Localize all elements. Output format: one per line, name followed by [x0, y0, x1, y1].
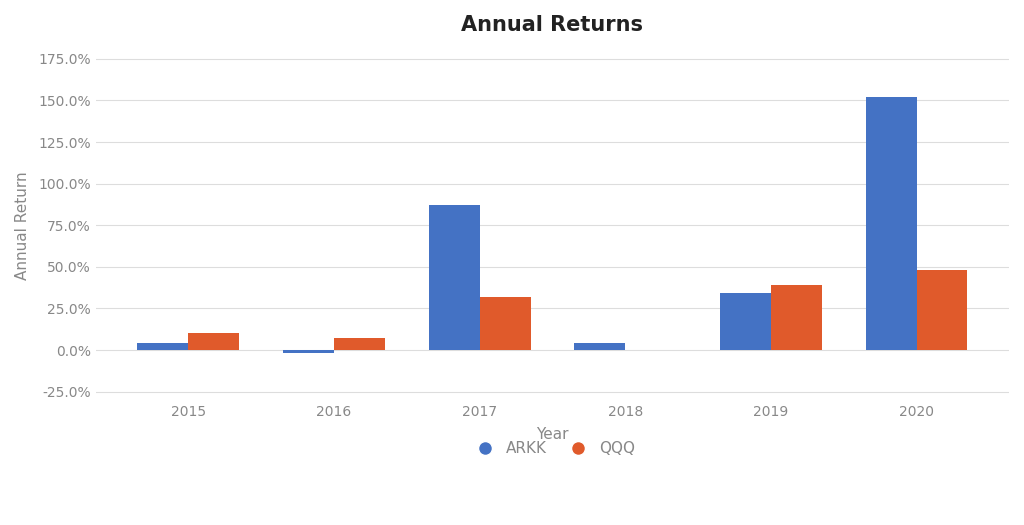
- Bar: [429, 205, 479, 350]
- Bar: [720, 293, 771, 350]
- Y-axis label: Annual Return: Annual Return: [15, 171, 30, 279]
- Bar: [137, 343, 188, 350]
- Bar: [334, 339, 385, 350]
- Bar: [188, 333, 240, 350]
- Bar: [865, 97, 916, 350]
- Bar: [283, 350, 334, 353]
- Legend: ARKK, QQQ: ARKK, QQQ: [464, 435, 641, 463]
- Bar: [916, 270, 968, 350]
- Title: Annual Returns: Annual Returns: [462, 15, 643, 35]
- Bar: [771, 285, 822, 350]
- X-axis label: Year: Year: [537, 427, 568, 442]
- Bar: [574, 343, 626, 350]
- Bar: [479, 297, 530, 350]
